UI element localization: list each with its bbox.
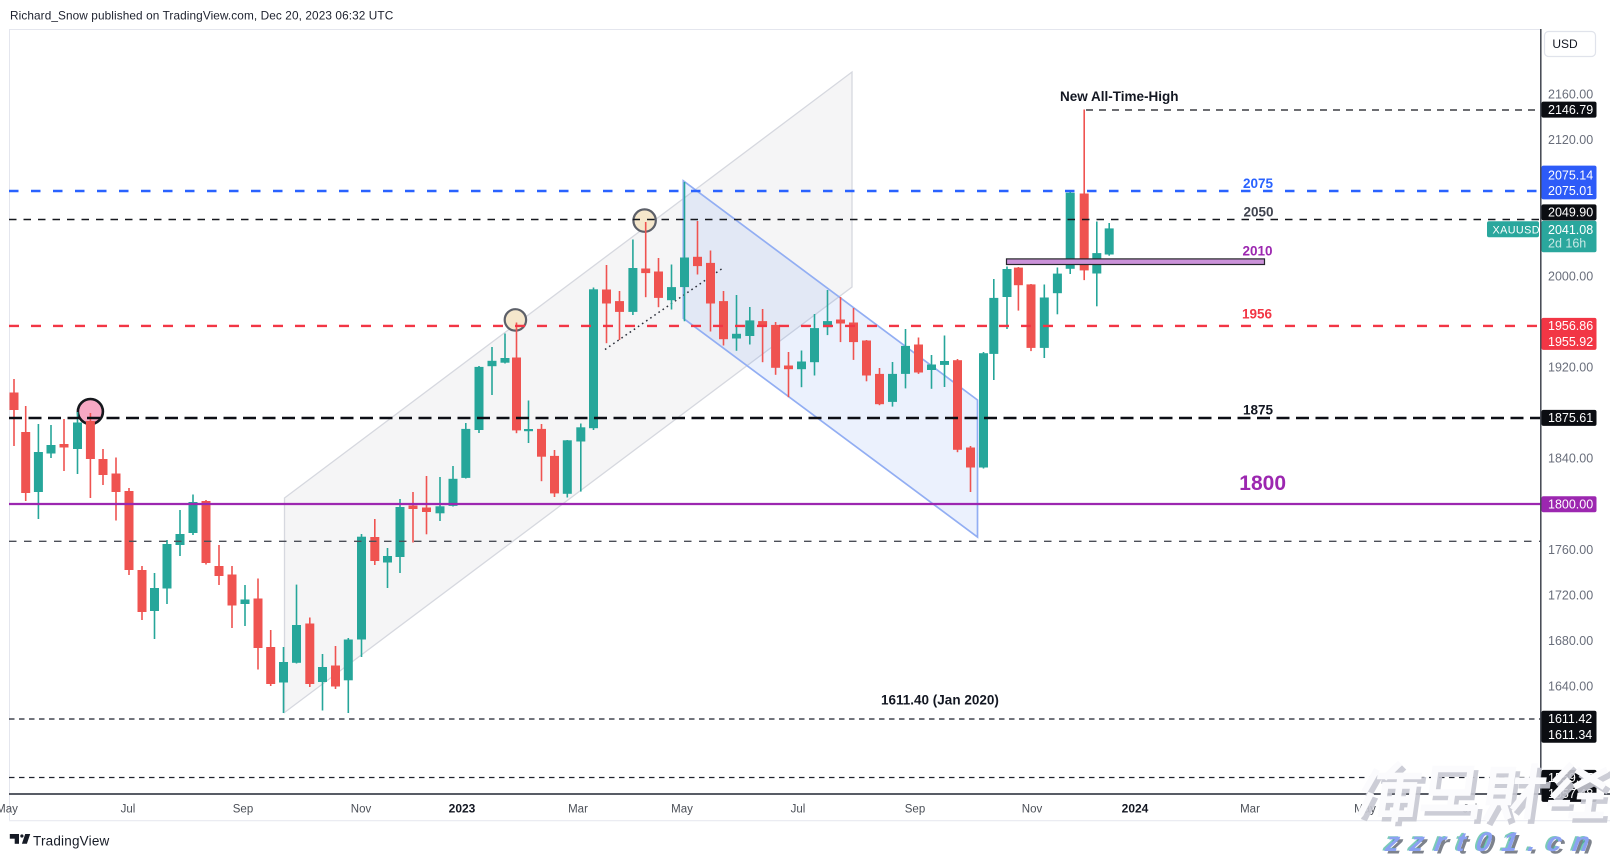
svg-text:1875.61: 1875.61 <box>1548 411 1593 425</box>
svg-text:Richard_Snow published on Trad: Richard_Snow published on TradingView.co… <box>10 9 394 23</box>
svg-text:1611.34: 1611.34 <box>1548 728 1592 742</box>
svg-text:May: May <box>0 804 18 816</box>
svg-text:2049.90: 2049.90 <box>1548 206 1593 220</box>
svg-text:XAUUSD: XAUUSD <box>1493 224 1540 236</box>
svg-text:Mar: Mar <box>568 804 588 816</box>
svg-text:2120.00: 2120.00 <box>1548 133 1593 147</box>
svg-text:2024: 2024 <box>1122 802 1149 816</box>
svg-text:zzrt01.cn: zzrt01.cn <box>1382 826 1603 857</box>
svg-text:TradingView: TradingView <box>33 834 110 849</box>
svg-text:1680.00: 1680.00 <box>1548 634 1593 648</box>
svg-text:1640.00: 1640.00 <box>1548 679 1593 693</box>
svg-text:2041.08: 2041.08 <box>1548 223 1593 237</box>
svg-text:2d 16h: 2d 16h <box>1548 237 1586 251</box>
svg-text:2075.14: 2075.14 <box>1548 168 1593 182</box>
svg-text:Nov: Nov <box>351 804 372 816</box>
svg-text:2075.01: 2075.01 <box>1548 184 1593 198</box>
svg-text:2075: 2075 <box>1243 176 1274 191</box>
svg-text:USD: USD <box>1552 37 1578 51</box>
svg-text:1956.86: 1956.86 <box>1548 319 1593 333</box>
svg-text:1760.00: 1760.00 <box>1548 543 1593 557</box>
svg-text:2010: 2010 <box>1242 243 1272 258</box>
svg-text:1800: 1800 <box>1239 472 1286 495</box>
svg-text:1956: 1956 <box>1242 307 1273 322</box>
svg-text:1920.00: 1920.00 <box>1548 361 1593 375</box>
svg-text:2000.00: 2000.00 <box>1548 270 1593 284</box>
svg-text:1955.92: 1955.92 <box>1548 335 1593 349</box>
svg-text:Sep: Sep <box>905 804 925 816</box>
svg-text:1611.40 (Jan 2020): 1611.40 (Jan 2020) <box>881 693 999 708</box>
svg-text:1800.00: 1800.00 <box>1548 498 1593 512</box>
svg-text:1611.42: 1611.42 <box>1548 712 1592 726</box>
svg-text:Jul: Jul <box>121 804 136 816</box>
svg-text:Sep: Sep <box>233 804 253 816</box>
svg-text:Mar: Mar <box>1240 804 1260 816</box>
svg-text:Jul: Jul <box>791 804 806 816</box>
svg-text:New All-Time-High: New All-Time-High <box>1060 89 1179 104</box>
svg-text:2146.79: 2146.79 <box>1548 103 1593 117</box>
svg-text:1875: 1875 <box>1243 403 1274 418</box>
svg-text:1840.00: 1840.00 <box>1548 452 1593 466</box>
svg-text:2160.00: 2160.00 <box>1548 88 1593 102</box>
svg-text:1720.00: 1720.00 <box>1548 588 1593 602</box>
svg-text:May: May <box>671 804 693 816</box>
svg-text:2023: 2023 <box>449 802 476 816</box>
svg-text:2050: 2050 <box>1243 205 1273 220</box>
svg-text:Nov: Nov <box>1022 804 1043 816</box>
